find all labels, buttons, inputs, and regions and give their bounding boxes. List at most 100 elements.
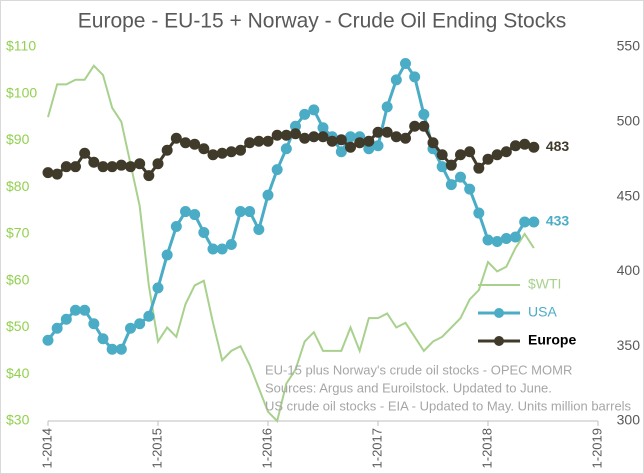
series-marker [464,146,476,158]
series-marker [216,243,228,255]
series-marker [152,282,164,294]
series-marker [345,131,356,143]
series-marker [280,129,292,141]
series-marker [152,158,164,170]
series-marker [436,149,448,161]
series-marker [97,333,109,345]
series-marker [170,221,182,233]
y-tick-label: $90 [6,131,30,147]
y2-tick-label: 350 [617,337,641,353]
y2-tick-label: 400 [617,262,641,278]
series-marker [427,137,439,149]
series-marker [143,170,155,182]
series-marker [271,129,283,141]
series-marker [390,131,402,143]
y-tick-label: $100 [6,84,37,100]
series-marker [189,209,201,221]
series-marker [299,132,311,144]
series-marker [134,158,146,170]
legend-marker [494,336,504,346]
series-marker [225,238,237,250]
series-marker [445,159,457,171]
series-marker [473,207,485,219]
series-marker [354,137,366,149]
legend-marker [494,308,504,318]
series-marker [290,128,301,140]
series-marker [345,141,356,153]
series-marker [280,143,292,155]
series-marker [253,224,265,236]
series-marker [519,138,531,150]
series-marker [198,227,210,239]
y-tick-label: $110 [6,38,36,54]
series-marker [42,334,54,346]
series-marker [262,135,274,147]
series-marker [161,249,173,261]
series-marker [299,108,311,120]
series-marker [528,141,540,153]
series-marker [510,140,521,152]
series-line [47,64,535,423]
series-marker [510,231,521,243]
series-marker [235,206,246,218]
series-marker [106,161,118,173]
series-marker [143,310,155,322]
series-marker [491,149,503,161]
series-marker [372,140,384,152]
series-marker [88,156,100,168]
chart-title: Europe - EU-15 + Norway - Crude Oil Endi… [78,10,566,33]
y-tick-label: $50 [6,318,30,334]
series-marker [60,313,72,325]
series-marker [317,131,329,143]
series-marker [180,206,191,218]
series-marker [180,137,191,149]
legend-label: Europe [528,332,576,348]
series-marker [308,104,320,116]
series-marker [308,131,320,143]
y-tick-label: $40 [6,365,30,381]
series-marker [326,135,338,147]
series-marker [207,149,219,161]
annotation: US crude oil stocks - EIA - Updated to M… [265,398,632,413]
series-marker [455,149,466,161]
series-marker [88,318,100,330]
y-tick-label: $60 [6,271,30,287]
series-marker [418,120,430,132]
y2-tick-label: 550 [617,38,641,54]
series-marker [436,161,448,173]
series-marker [400,57,411,69]
series-marker [70,304,81,316]
series-marker [97,161,109,173]
series-marker [473,162,485,174]
series-marker [409,71,421,83]
series-marker [491,235,503,247]
series-marker [161,144,173,156]
series-marker [79,304,91,316]
series-marker [225,146,237,158]
y2-tick-label: 500 [617,113,641,129]
series-marker [60,161,72,173]
y2-tick-label: 450 [617,187,641,203]
series-marker [51,168,63,180]
series-marker [235,144,246,156]
series-marker [115,343,127,355]
series-marker [528,216,540,228]
series-marker [115,159,127,171]
x-tick-label: 1-2017 [369,428,384,468]
annotation: EU-15 plus Norway's crude oil stocks - O… [265,362,572,377]
series-marker [106,343,118,355]
series-marker [335,134,347,146]
series-marker [381,101,393,113]
series-marker [125,161,136,173]
x-tick-label: 1-2015 [149,428,164,468]
series-marker [170,132,182,144]
series-marker [216,147,228,159]
x-tick-label: 1-2018 [479,428,494,468]
y2-tick-label: 300 [617,412,641,428]
series-marker [455,171,466,183]
y-tick-label: $30 [6,412,30,428]
series-marker [363,135,375,147]
x-tick-label: 1-2016 [259,428,274,468]
